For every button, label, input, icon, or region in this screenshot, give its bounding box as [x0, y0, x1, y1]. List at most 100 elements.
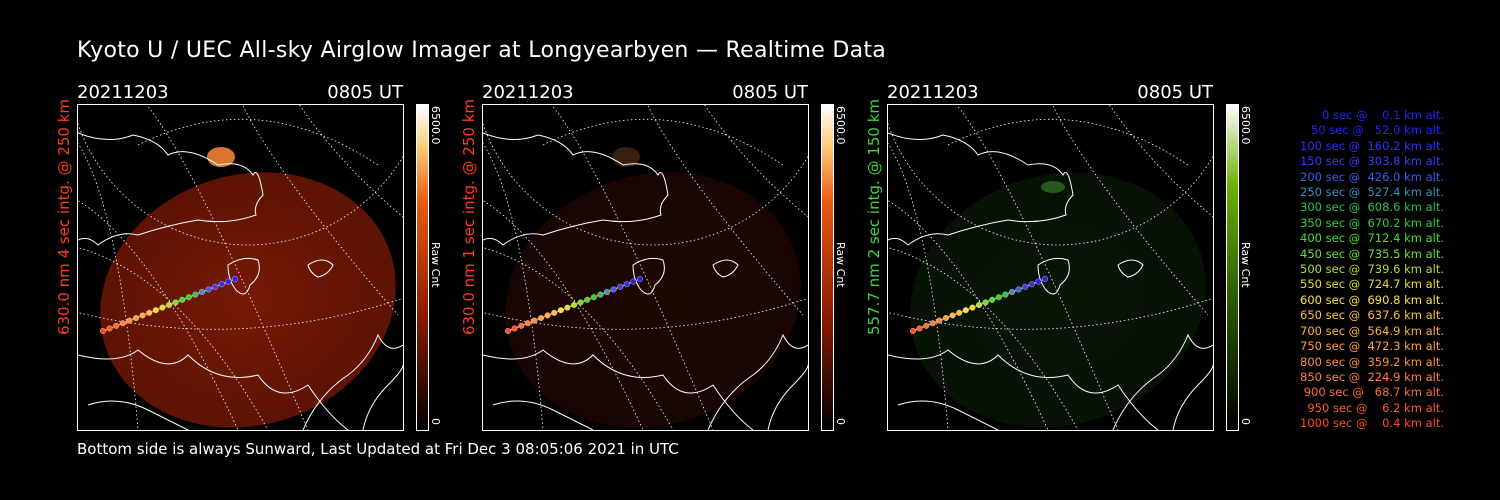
colorbar [416, 104, 429, 431]
colorbar-unit: Raw Cnt [1239, 242, 1252, 288]
panel-time: 0805 UT [732, 82, 808, 103]
trajectory-point [524, 320, 531, 327]
trajectory-point [564, 304, 571, 311]
trajectory-point [1022, 283, 1029, 290]
sky-disk [100, 172, 396, 428]
trajectory-point [172, 299, 179, 306]
trajectory-point [597, 291, 604, 298]
trajectory-point [1035, 278, 1042, 285]
colorbar-max: 6500.0 [1239, 106, 1252, 145]
colorbar-min: 0 [1239, 418, 1252, 425]
trajectory-point [916, 325, 923, 332]
trajectory-point [610, 286, 617, 293]
trajectory-point [982, 299, 989, 306]
trajectory-point [199, 289, 205, 295]
wavelength-label: 630.0 nm 4 sec intg. @ 250 km [55, 98, 73, 336]
trajectory-point [936, 317, 943, 324]
coastlines [483, 132, 808, 430]
trajectory-point [949, 312, 956, 319]
legend-entry: 50 sec @ 52.0 km alt. [1311, 123, 1444, 138]
colorbar-min: 0 [429, 418, 442, 425]
legend-entry: 200 sec @ 426.0 km alt. [1300, 169, 1444, 184]
trajectory-point [1015, 286, 1022, 293]
trajectory-point [152, 307, 159, 314]
trajectory-point [113, 322, 120, 329]
trajectory-point [929, 320, 936, 327]
coastlines [888, 132, 1213, 430]
legend-entry: 500 sec @ 739.6 km alt. [1300, 262, 1444, 277]
trajectory-point [989, 296, 996, 303]
trajectory-point [910, 328, 916, 334]
legend-entry: 900 sec @ 68.7 km alt. [1303, 385, 1444, 400]
aurora-spot [1041, 181, 1065, 193]
panel-time: 0805 UT [1137, 82, 1213, 103]
legend-entry: 300 sec @ 608.6 km alt. [1300, 200, 1444, 215]
trajectory-point [962, 307, 969, 314]
trajectory-point [192, 291, 199, 298]
legend-entry: 600 sec @ 690.8 km alt. [1300, 292, 1444, 307]
trajectory-point [225, 278, 232, 285]
allsky-image [887, 104, 1214, 431]
colorbar-min: 0 [834, 418, 847, 425]
colorbar-max: 6500.0 [834, 106, 847, 145]
colorbar [1226, 104, 1239, 431]
legend-entry: 650 sec @ 637.6 km alt. [1300, 308, 1444, 323]
trajectory-point [106, 325, 113, 332]
trajectory-point [1028, 281, 1035, 288]
legend-entry: 400 sec @ 712.4 km alt. [1300, 231, 1444, 246]
trajectory-legend: 0 sec @ 0.1 km alt. 50 sec @ 52.0 km alt… [1258, 108, 1444, 432]
legend-entry: 750 sec @ 472.3 km alt. [1300, 339, 1444, 354]
wavelength-label: 630.0 nm 1 sec intg. @ 250 km [460, 98, 478, 336]
legend-entry: 1000 sec @ 0.4 km alt. [1300, 416, 1444, 431]
page-title: Kyoto U / UEC All-sky Airglow Imager at … [77, 38, 887, 63]
trajectory-point [232, 276, 238, 282]
legend-entry: 950 sec @ 6.2 km alt. [1307, 400, 1444, 415]
sky-disk [910, 172, 1206, 428]
panel-time: 0805 UT [327, 82, 403, 103]
allsky-image [482, 104, 809, 431]
wavelength-label: 557.7 nm 2 sec intg. @ 150 km [865, 98, 883, 336]
trajectory-point [637, 276, 643, 282]
legend-entry: 550 sec @ 724.7 km alt. [1300, 277, 1444, 292]
airglow-panel-630-4s: 20211203 0805 UT 630.0 nm 4 sec intg. @ … [55, 82, 457, 432]
trajectory-point [590, 294, 597, 301]
allsky-image [77, 104, 404, 431]
trajectory-point [623, 281, 630, 288]
trajectory-point [166, 302, 172, 308]
map-graticule [483, 105, 808, 430]
colorbar-unit: Raw Cnt [429, 242, 442, 288]
legend-entry: 0 sec @ 0.1 km alt. [1321, 108, 1444, 122]
trajectory-point [923, 322, 930, 329]
trajectory-point [511, 325, 518, 332]
trajectory-point [119, 320, 126, 327]
legend-entry: 150 sec @ 303.8 km alt. [1300, 154, 1444, 169]
trajectory-point [212, 283, 219, 290]
panel-date: 20211203 [887, 82, 979, 103]
trajectory-point [205, 286, 212, 293]
trajectory-point [571, 302, 577, 308]
trajectory-point [577, 299, 584, 306]
panel-date: 20211203 [482, 82, 574, 103]
trajectory-point [976, 302, 982, 308]
trajectory-point [538, 315, 544, 321]
legend-entry: 800 sec @ 359.2 km alt. [1300, 354, 1444, 369]
legend-entry: 450 sec @ 735.5 km alt. [1300, 246, 1444, 261]
trajectory-point [551, 309, 558, 316]
trajectory-point [531, 317, 538, 324]
trajectory-point [139, 312, 146, 319]
trajectory-point [943, 315, 949, 321]
trajectory-point [133, 315, 139, 321]
colorbar [821, 104, 834, 431]
coastlines [78, 132, 403, 430]
colorbar-max: 6500.0 [429, 106, 442, 145]
airglow-panel-630-1s: 20211203 0805 UT 630.0 nm 1 sec intg. @ … [460, 82, 862, 432]
footer-note: Bottom side is always Sunward, Last Upda… [77, 440, 679, 458]
trajectory-point [126, 317, 133, 324]
trajectory-point [505, 328, 511, 334]
legend-entry: 350 sec @ 670.2 km alt. [1300, 215, 1444, 230]
legend-entry: 850 sec @ 224.9 km alt. [1300, 369, 1444, 384]
airglow-panel-557-2s: 20211203 0805 UT 557.7 nm 2 sec intg. @ … [865, 82, 1267, 432]
trajectory-point [995, 294, 1002, 301]
trajectory-point [1042, 276, 1048, 282]
legend-entry: 100 sec @ 160.2 km alt. [1300, 138, 1444, 153]
